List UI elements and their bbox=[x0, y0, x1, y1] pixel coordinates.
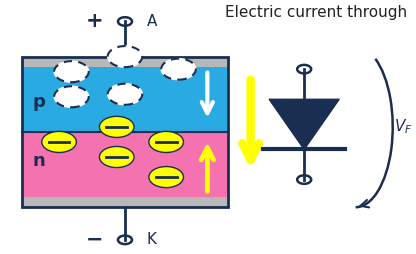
Text: −: − bbox=[85, 230, 103, 250]
Bar bbox=[22, 132, 228, 197]
Text: K: K bbox=[147, 232, 157, 247]
Text: A: A bbox=[146, 14, 157, 29]
Bar bbox=[22, 197, 228, 207]
Circle shape bbox=[149, 167, 183, 188]
Text: n: n bbox=[32, 152, 45, 170]
Circle shape bbox=[42, 131, 77, 152]
Circle shape bbox=[99, 147, 134, 168]
Bar bbox=[22, 57, 228, 207]
Circle shape bbox=[54, 61, 89, 82]
Circle shape bbox=[108, 84, 142, 105]
Bar bbox=[22, 57, 228, 67]
Text: +: + bbox=[85, 11, 103, 31]
Circle shape bbox=[108, 46, 142, 67]
Circle shape bbox=[161, 59, 196, 80]
Circle shape bbox=[99, 116, 134, 137]
Text: Electric current through: Electric current through bbox=[225, 5, 407, 20]
Circle shape bbox=[149, 131, 183, 152]
Circle shape bbox=[54, 86, 89, 107]
Polygon shape bbox=[269, 99, 339, 150]
Text: p: p bbox=[32, 93, 45, 111]
Bar bbox=[22, 67, 228, 132]
Text: $V_F$: $V_F$ bbox=[394, 118, 412, 136]
